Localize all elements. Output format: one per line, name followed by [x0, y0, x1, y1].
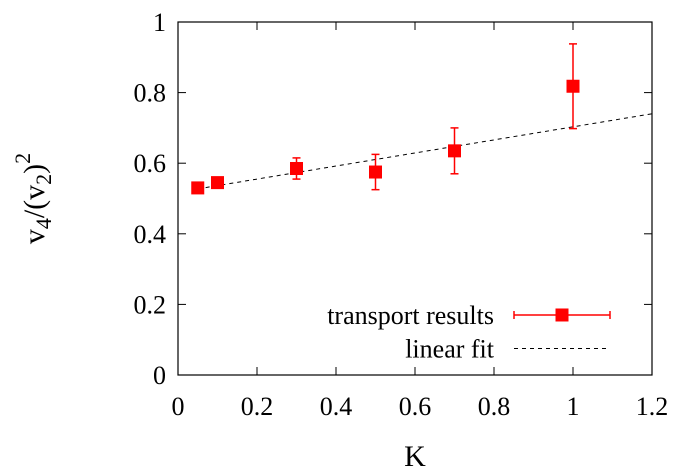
x-tick-label: 0.8 [478, 392, 511, 421]
x-tick-label: 0.2 [241, 392, 274, 421]
plot-frame [177, 21, 653, 376]
x-axis-label: K [404, 440, 426, 473]
x-tick-label: 1 [567, 392, 580, 421]
y-tick-label: 0 [153, 361, 166, 390]
data-point [369, 165, 382, 179]
legend-label-fit: linear fit [405, 335, 495, 364]
x-tick-label: 1.2 [636, 392, 669, 421]
data-point [566, 79, 580, 93]
ticks: 0 0.2 0.4 0.6 0.8 1 1.2 0 0.2 0.4 0.6 0.8 1 [134, 8, 669, 421]
y-axis-label: v4/(v2)2 [10, 153, 56, 244]
y-tick-label: 1 [153, 8, 166, 37]
points-group [191, 43, 580, 195]
x-tick-label: 0.4 [320, 392, 353, 421]
y-tick-label: 0.4 [134, 220, 167, 249]
linear-fit-line [197, 113, 653, 190]
legend-marker [555, 308, 569, 322]
legend: transport results linear fit [327, 301, 611, 364]
fit-line-group [197, 113, 653, 190]
x-tick-label: 0.6 [399, 392, 432, 421]
y-axis-label-text: v4/(v2)2 [10, 153, 56, 244]
x-tick-label: 0 [172, 392, 185, 421]
legend-label-points: transport results [327, 301, 494, 330]
data-point [448, 144, 461, 158]
y-tick-label: 0.8 [134, 79, 167, 108]
y-tick-label: 0.2 [134, 290, 167, 319]
data-point [290, 161, 303, 175]
data-point [211, 176, 224, 190]
data-point [191, 181, 205, 195]
y-tick-label: 0.6 [134, 149, 167, 178]
